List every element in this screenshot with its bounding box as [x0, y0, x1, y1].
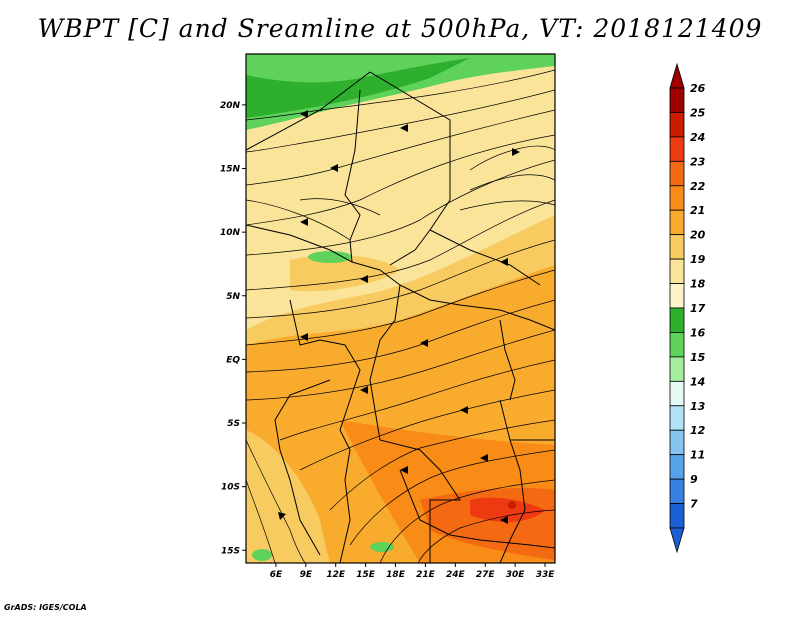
colorbar-label: 25 — [690, 106, 706, 119]
longitude-axis: 6E 9E 12E 15E 18E 21E 24E 27E 30E 33E — [270, 563, 556, 580]
colorbar-swatch — [669, 380, 685, 407]
colorbar-swatch — [669, 478, 685, 504]
colorbar-swatch — [669, 332, 685, 358]
lon-tick-label: 6E — [270, 570, 283, 580]
streamlines — [246, 69, 555, 563]
colorbar-swatch — [669, 356, 685, 382]
lat-tick-label: 10N — [220, 228, 241, 238]
lat-tick-label: 5N — [226, 292, 240, 302]
colorbar-label: 16 — [690, 326, 706, 339]
colorbar-bottom-arrow — [669, 527, 685, 554]
colorbar-label: 12 — [690, 424, 706, 437]
lon-tick-label: 24E — [446, 570, 466, 580]
colorbar-label: 23 — [690, 155, 706, 168]
colorbar-label: 21 — [690, 204, 705, 217]
map-frame — [245, 53, 556, 564]
lon-tick-label: 33E — [536, 570, 556, 580]
streamline-arrows — [278, 110, 520, 524]
colorbar-swatch — [669, 307, 685, 333]
colorbar-label: 19 — [690, 253, 706, 266]
credit-text: GrADS: IGES/COLA — [4, 603, 87, 612]
colorbar-swatch — [669, 405, 685, 431]
colorbar-label: 7 — [690, 498, 698, 511]
lat-tick-label: 15N — [220, 165, 241, 175]
colorbar-label: 20 — [690, 229, 706, 242]
colorbar-label: 22 — [690, 180, 706, 193]
lon-tick-label: 30E — [506, 570, 526, 580]
colorbar-label: 14 — [690, 375, 705, 388]
colorbar-swatch — [669, 209, 685, 236]
lat-tick-label: 5S — [227, 419, 240, 429]
colorbar-label: 11 — [690, 449, 705, 462]
temperature-field — [246, 54, 555, 563]
colorbar-label: 9 — [690, 473, 698, 486]
colorbar-label: 15 — [690, 351, 706, 364]
colorbar-swatch — [669, 112, 685, 138]
colorbar: 26 25 24 23 22 21 20 19 18 17 16 15 14 13 12 11 9 7 — [669, 62, 706, 554]
lon-tick-label: 27E — [476, 570, 496, 580]
colorbar-swatch — [669, 160, 685, 187]
colorbar-label: 26 — [690, 82, 706, 95]
lon-tick-label: 15E — [356, 570, 376, 580]
lon-tick-label: 9E — [300, 570, 313, 580]
colorbar-swatch — [669, 87, 685, 113]
lat-tick-label: 20N — [220, 101, 241, 111]
colorbar-swatch — [669, 136, 685, 162]
colorbar-swatch — [669, 429, 685, 456]
colorbar-swatch — [669, 258, 685, 284]
lat-tick-label: 10S — [221, 483, 240, 493]
colorbar-swatch — [669, 185, 685, 211]
colorbar-label: 13 — [690, 400, 706, 413]
colorbar-swatch — [669, 234, 685, 260]
colorbar-swatch — [669, 503, 685, 529]
colorbar-label: 18 — [690, 278, 706, 291]
colorbar-top-arrow — [669, 62, 685, 89]
colorbar-swatch — [669, 454, 685, 480]
colorbar-swatch — [669, 283, 685, 309]
lon-tick-label: 18E — [386, 570, 406, 580]
country-borders — [246, 71, 555, 563]
latitude-axis: 20N 15N 10N 5N EQ 5S 10S 15S — [220, 101, 246, 556]
colorbar-label: 24 — [690, 131, 705, 144]
colorbar-label: 17 — [690, 302, 706, 315]
lat-tick-label: EQ — [226, 355, 240, 365]
chart-title: WBPT [C] and Sreamline at 500hPa, VT: 20… — [37, 14, 763, 43]
lat-tick-label: 15S — [221, 546, 240, 556]
lon-tick-label: 12E — [326, 570, 346, 580]
lon-tick-label: 21E — [416, 570, 436, 580]
